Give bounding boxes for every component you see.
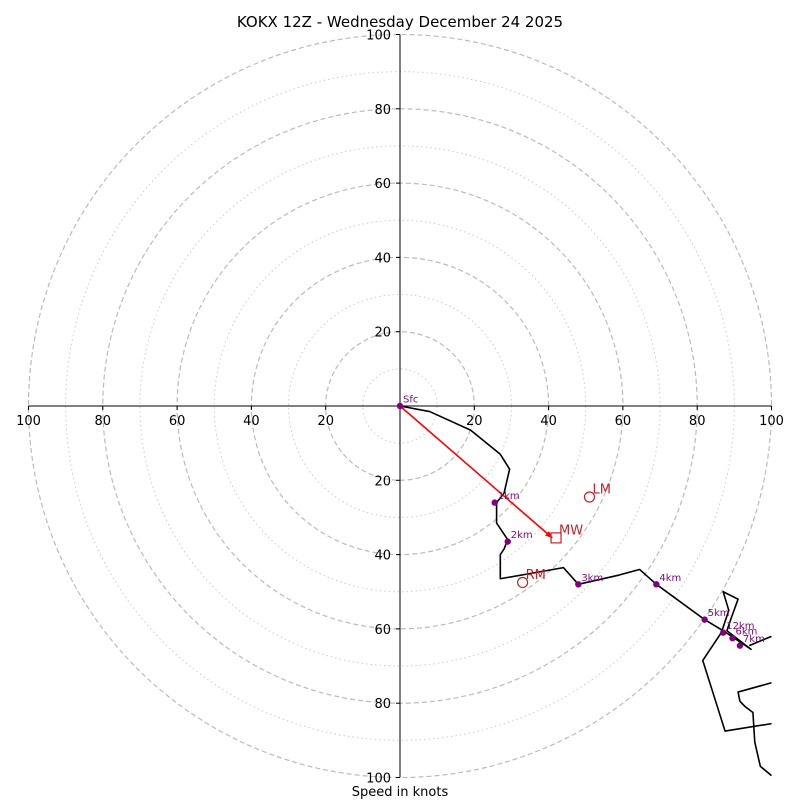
- y-tick-label: 80: [374, 103, 391, 118]
- height-marker-4km: [653, 581, 660, 588]
- x-tick-label: 60: [615, 414, 632, 429]
- hodograph-traces: [399, 405, 772, 777]
- storm-marker-MW: [550, 532, 562, 544]
- storm-label-RM: RM: [526, 568, 546, 583]
- x-tick-label: 40: [540, 414, 557, 429]
- storm-label-LM: LM: [592, 483, 610, 498]
- height-label-7km: 7km: [743, 634, 765, 645]
- y-tick-label: 40: [374, 549, 391, 564]
- height-marker-6km: [729, 634, 736, 642]
- height-marker-2km: [504, 538, 511, 545]
- height-label-12km: 12km: [726, 621, 754, 632]
- x-tick-label: 100: [759, 414, 784, 429]
- y-tick-label: 60: [374, 177, 391, 192]
- height-label-3km: 3km: [581, 573, 603, 584]
- mean-wind-arrow: [399, 405, 553, 539]
- chart-title: KOKX 12Z - Wednesday December 24 2025: [237, 13, 563, 31]
- y-tick-label: 80: [374, 697, 391, 712]
- y-tick-label: 100: [366, 772, 391, 787]
- height-label-5km: 5km: [708, 608, 730, 619]
- x-tick-label: 60: [169, 414, 186, 429]
- y-tick-label: 20: [374, 474, 391, 489]
- y-tick-label: 20: [374, 326, 391, 341]
- height-marker-12km: [720, 629, 727, 636]
- storm-label-MW: MW: [559, 523, 583, 538]
- y-tick-label: 60: [374, 623, 391, 638]
- storm-marker-RM: [516, 576, 529, 589]
- axes: 100 80 60 40 20 20 40 60 80 100 100 80 60 40 20 20 40 60 8…: [16, 29, 784, 787]
- height-label-6km: 6km: [735, 627, 757, 638]
- height-marker-7km: [736, 642, 744, 649]
- storm-motion-markers: LM MW RM: [516, 483, 611, 589]
- x-tick-label: 20: [466, 414, 483, 429]
- x-tick-label: 80: [95, 414, 112, 429]
- x-tick-label: 40: [243, 414, 260, 429]
- y-tick-label: 40: [374, 251, 391, 266]
- x-tick-label: 100: [16, 414, 41, 429]
- height-label-2km: 2km: [511, 530, 533, 541]
- height-label-Sfc: Sfc: [403, 395, 418, 406]
- y-tick-label: 100: [366, 29, 391, 44]
- x-tick-label: 80: [689, 414, 706, 429]
- storm-marker-LM: [583, 491, 596, 503]
- height-marker-3km: [575, 581, 582, 588]
- hodograph-trace: [399, 405, 772, 732]
- height-label-4km: 4km: [659, 573, 681, 584]
- x-tick-label: 20: [317, 414, 334, 429]
- x-axis-label: Speed in knots: [352, 785, 449, 800]
- hodograph-trace-segment: [748, 635, 772, 647]
- hodograph-trace-segment: [737, 681, 772, 777]
- height-marker-1km: [491, 499, 498, 506]
- height-label-1km: 1km: [498, 491, 520, 502]
- height-marker-5km: [701, 616, 708, 623]
- height-marker-Sfc: [396, 402, 404, 410]
